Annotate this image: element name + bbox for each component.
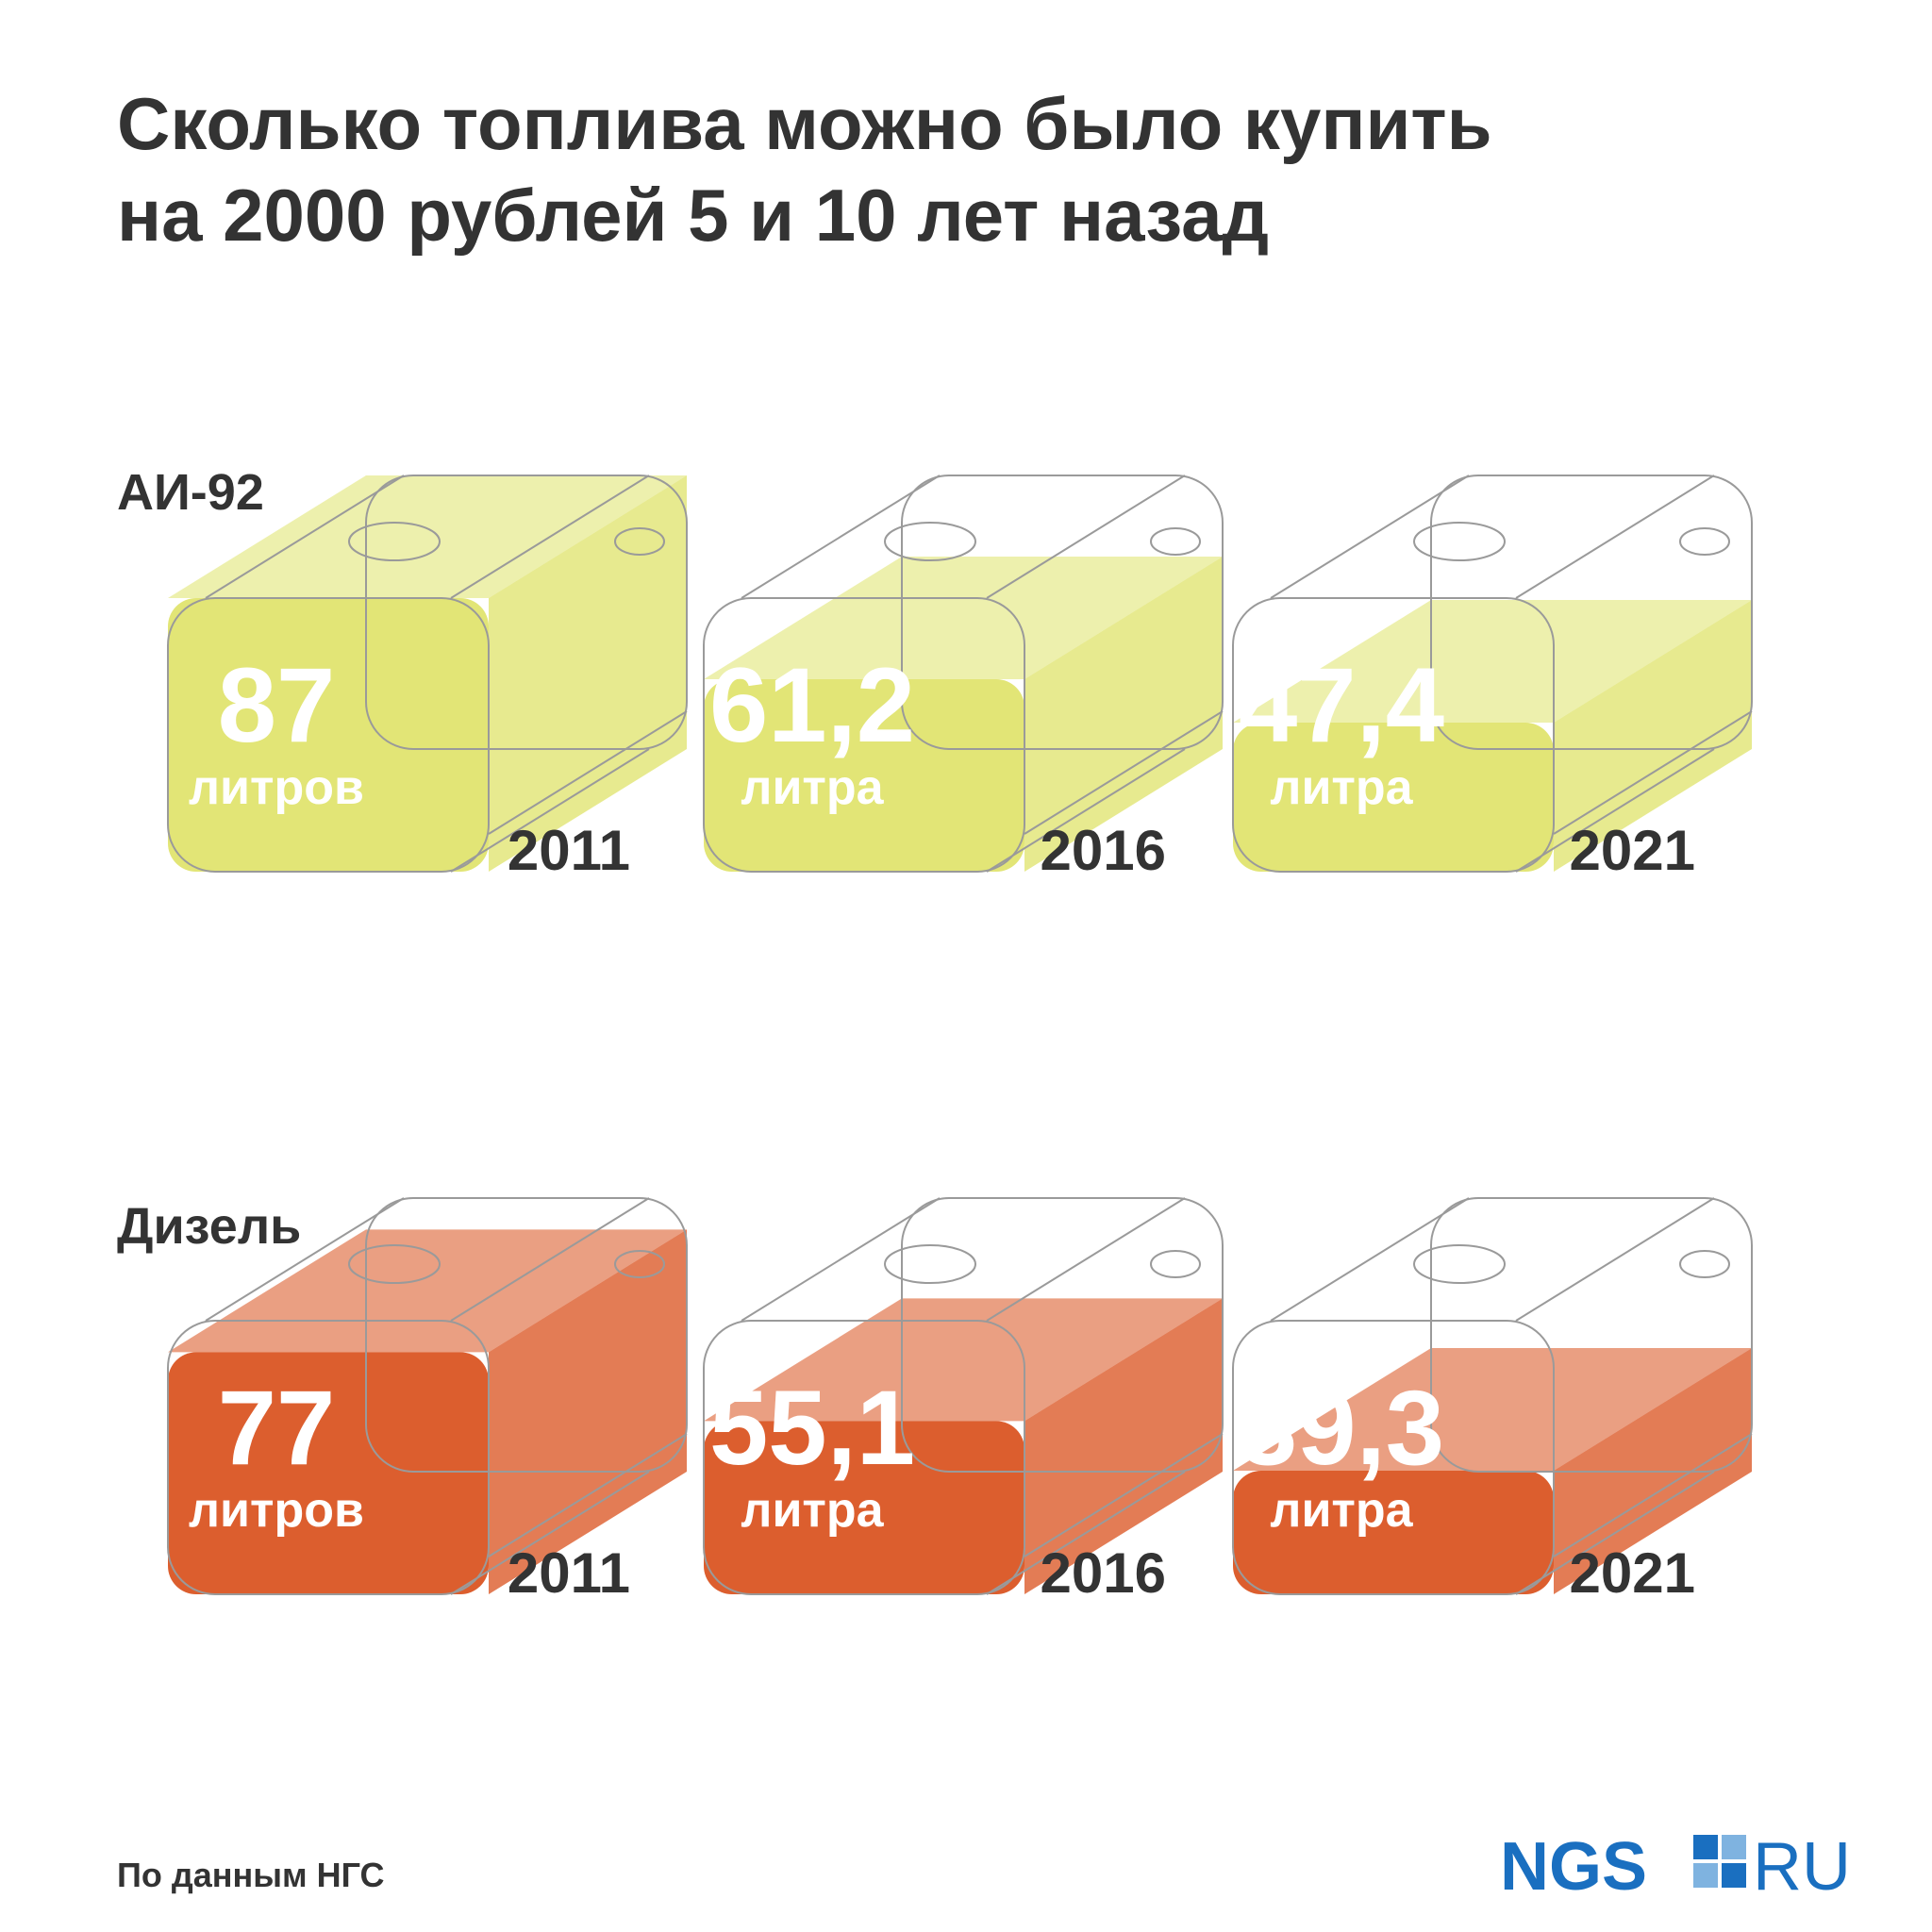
value-label: 61,2	[709, 646, 915, 764]
tank-outline	[741, 475, 1224, 873]
tank-outline	[205, 475, 688, 873]
chart-title: Сколько топлива можно было купить	[117, 82, 1492, 165]
tank-outline	[1270, 475, 1753, 873]
value-label: 55,1	[709, 1369, 915, 1487]
tank-outline	[703, 1320, 1025, 1595]
unit-label: литра	[741, 760, 884, 815]
tank-cap	[1679, 527, 1730, 556]
tank-outline	[167, 597, 490, 873]
x-tick-label: 2021	[1570, 819, 1695, 882]
tank-outline	[1232, 1320, 1555, 1595]
tank-outline	[703, 597, 1025, 873]
fuel-side	[489, 1229, 687, 1594]
unit-label: литра	[1270, 760, 1413, 815]
tank-outline	[167, 1320, 490, 1595]
fuel-surface	[704, 1298, 1223, 1422]
fuel-surface	[1233, 1348, 1752, 1471]
unit-label: литра	[741, 1483, 884, 1538]
logo-icon	[1693, 1835, 1718, 1859]
fuel-surface	[1233, 600, 1752, 723]
tank-cap	[614, 527, 665, 556]
tank-outline	[741, 1197, 1224, 1595]
logo-icon	[1693, 1863, 1718, 1888]
unit-label: литров	[189, 760, 364, 815]
tank-outline	[205, 1197, 688, 1595]
fuel	[168, 598, 489, 872]
tank-cap	[1150, 527, 1201, 556]
fuel	[704, 679, 1024, 872]
logo: RU	[1753, 1829, 1851, 1905]
fuel	[704, 1421, 1024, 1594]
tank-outline	[1430, 475, 1753, 750]
logo: NGS	[1500, 1829, 1647, 1905]
tank-cap	[884, 1244, 976, 1284]
fuel-side	[1024, 557, 1223, 872]
tank-cap	[1413, 1244, 1506, 1284]
x-tick-label: 2016	[1041, 819, 1166, 882]
chart-title: на 2000 рублей 5 и 10 лет назад	[117, 174, 1269, 257]
fuel-surface	[704, 557, 1223, 679]
tank-outline	[901, 1197, 1224, 1473]
tank-outline	[1232, 597, 1555, 873]
tank-outline	[1270, 1197, 1753, 1595]
fuel	[1233, 1471, 1554, 1594]
series-label: Дизель	[117, 1198, 301, 1255]
tank-cap	[1413, 522, 1506, 561]
tank-cap	[348, 522, 441, 561]
tank-cap	[348, 1244, 441, 1284]
x-tick-label: 2011	[508, 819, 630, 882]
tank-cap	[614, 1250, 665, 1278]
tank-outline	[365, 475, 688, 750]
value-label: 77	[218, 1369, 336, 1487]
x-tick-label: 2011	[508, 1541, 630, 1605]
logo-icon	[1722, 1863, 1746, 1888]
series-label: АИ-92	[117, 464, 264, 521]
fuel-side	[489, 475, 687, 872]
fuel	[168, 1352, 489, 1594]
fuel	[1233, 723, 1554, 872]
fuel-side	[1024, 1298, 1223, 1594]
fuel-surface	[168, 475, 687, 598]
tank-outline	[365, 1197, 688, 1473]
value-label: 87	[218, 646, 336, 764]
value-label: 47,4	[1239, 646, 1444, 764]
tank-cap	[1679, 1250, 1730, 1278]
source: По данным НГС	[117, 1856, 385, 1894]
unit-label: литров	[189, 1483, 364, 1538]
unit-label: литра	[1270, 1483, 1413, 1538]
x-tick-label: 2021	[1570, 1541, 1695, 1605]
logo-icon	[1722, 1835, 1746, 1859]
tank-cap	[1150, 1250, 1201, 1278]
value-label: 39,3	[1239, 1369, 1444, 1487]
x-tick-label: 2016	[1041, 1541, 1166, 1605]
tank-cap	[884, 522, 976, 561]
tank-outline	[1430, 1197, 1753, 1473]
tank-outline	[901, 475, 1224, 750]
